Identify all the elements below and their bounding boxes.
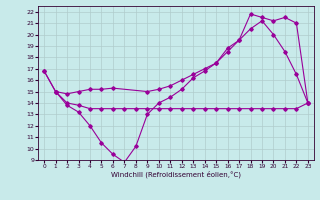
X-axis label: Windchill (Refroidissement éolien,°C): Windchill (Refroidissement éolien,°C)	[111, 171, 241, 178]
